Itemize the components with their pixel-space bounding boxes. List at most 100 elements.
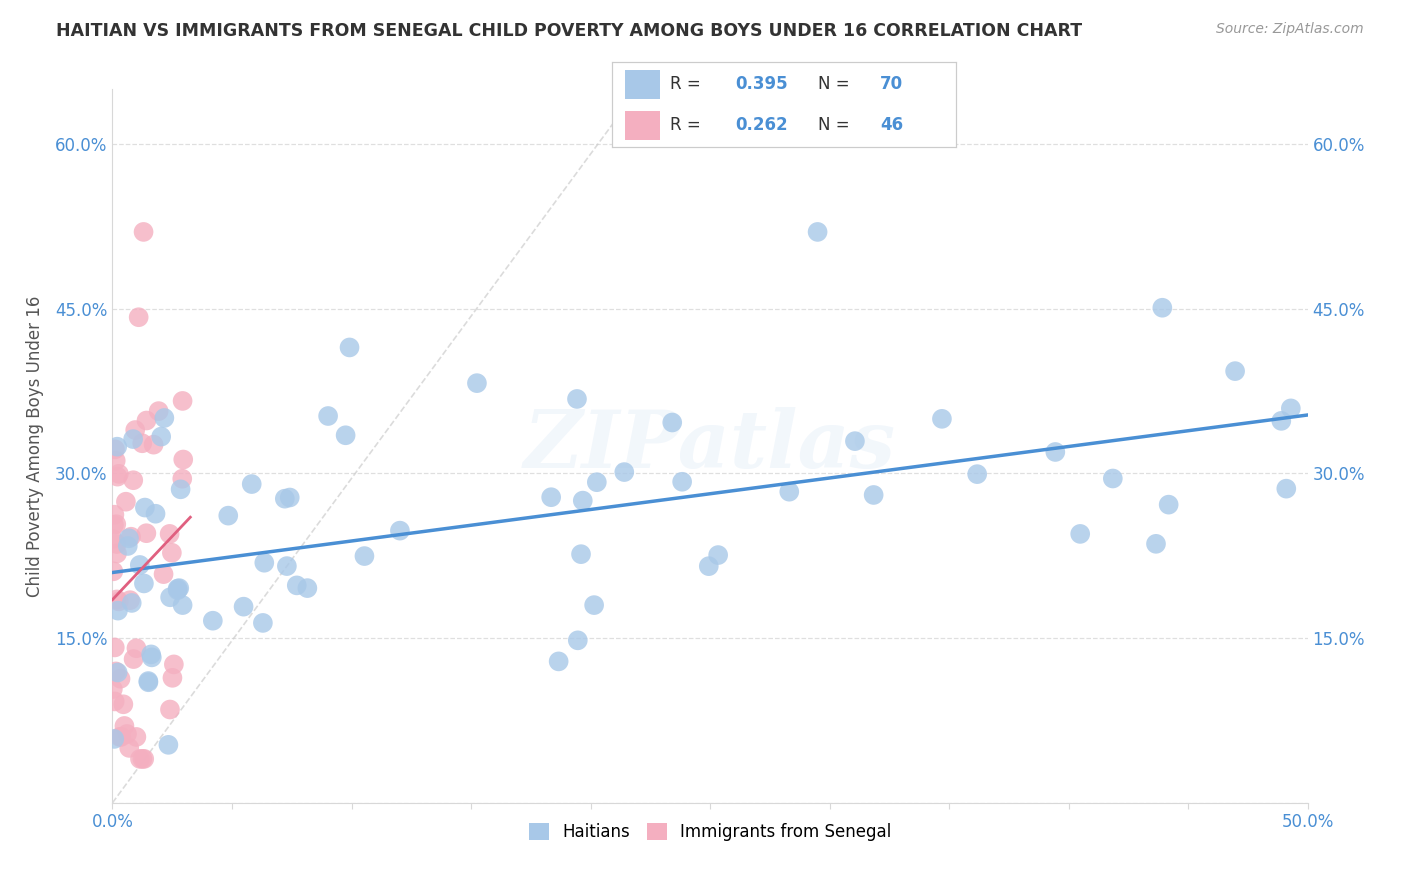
Point <box>107 604 129 618</box>
Point <box>121 596 143 610</box>
Point <box>166 583 188 598</box>
Point <box>105 537 128 551</box>
Point <box>107 469 129 483</box>
Point <box>1069 527 1091 541</box>
Point <box>101 532 124 546</box>
Point <box>201 614 224 628</box>
Point <box>103 508 125 522</box>
Point <box>131 752 153 766</box>
Point <box>172 472 194 486</box>
Point <box>115 494 138 508</box>
Point <box>278 491 301 505</box>
Point <box>172 452 194 467</box>
Point <box>122 473 145 487</box>
Point <box>1275 482 1298 496</box>
Point <box>138 675 160 690</box>
Point <box>104 453 127 467</box>
Point <box>966 467 988 482</box>
Point <box>172 393 194 408</box>
Point <box>142 437 165 451</box>
Point <box>844 434 866 449</box>
Point <box>1152 301 1174 315</box>
Text: R =: R = <box>671 76 706 94</box>
Point <box>547 654 569 668</box>
Point <box>115 727 138 741</box>
Point <box>118 531 141 545</box>
Point <box>585 475 607 490</box>
Point <box>167 581 190 595</box>
Point <box>145 507 167 521</box>
Point <box>240 477 263 491</box>
Point <box>297 581 319 595</box>
Point <box>316 409 339 423</box>
Point <box>150 429 173 443</box>
Y-axis label: Child Poverty Among Boys Under 16: Child Poverty Among Boys Under 16 <box>25 295 44 597</box>
Point <box>105 440 128 454</box>
Point <box>131 436 153 450</box>
Point <box>105 517 128 532</box>
Point <box>101 681 124 696</box>
Point <box>128 310 150 325</box>
Point <box>135 413 157 427</box>
Point <box>135 526 157 541</box>
Point <box>112 698 135 712</box>
Point <box>134 500 156 515</box>
Text: N =: N = <box>818 116 855 134</box>
Point <box>169 483 191 497</box>
Point <box>613 465 636 479</box>
Point <box>1279 401 1302 416</box>
Point <box>139 648 162 662</box>
Point <box>253 556 276 570</box>
Point <box>153 411 176 425</box>
Point <box>103 731 125 746</box>
Point <box>274 491 297 506</box>
Point <box>862 488 884 502</box>
Point <box>103 564 125 578</box>
Point <box>276 559 298 574</box>
Point <box>162 671 184 685</box>
Point <box>120 530 142 544</box>
Point <box>157 738 180 752</box>
Point <box>697 559 720 574</box>
Point <box>128 558 150 572</box>
Point <box>125 730 148 744</box>
FancyBboxPatch shape <box>626 70 659 99</box>
Point <box>110 672 132 686</box>
Text: R =: R = <box>671 116 706 134</box>
Point <box>132 225 155 239</box>
Point <box>252 615 274 630</box>
Point <box>1223 364 1246 378</box>
Point <box>122 432 145 446</box>
Point <box>1270 414 1292 428</box>
Point <box>103 517 125 532</box>
Point <box>353 549 375 563</box>
Point <box>104 640 127 655</box>
Text: HAITIAN VS IMMIGRANTS FROM SENEGAL CHILD POVERTY AMONG BOYS UNDER 16 CORRELATION: HAITIAN VS IMMIGRANTS FROM SENEGAL CHILD… <box>56 22 1083 40</box>
Point <box>339 341 361 355</box>
Point <box>465 376 488 391</box>
Point <box>565 392 588 406</box>
Point <box>1101 471 1123 485</box>
Point <box>778 484 800 499</box>
Point <box>129 752 152 766</box>
Point <box>136 673 159 688</box>
Point <box>335 428 357 442</box>
Text: 46: 46 <box>880 116 904 134</box>
Point <box>117 539 139 553</box>
Point <box>571 493 593 508</box>
Point <box>1144 537 1167 551</box>
Point <box>159 702 181 716</box>
Point <box>141 650 163 665</box>
Point <box>172 598 194 612</box>
Point <box>1045 445 1067 459</box>
Legend: Haitians, Immigrants from Senegal: Haitians, Immigrants from Senegal <box>522 816 898 848</box>
Point <box>114 719 135 733</box>
Point <box>931 412 953 426</box>
Point <box>122 652 145 666</box>
Point <box>125 641 148 656</box>
Point <box>166 582 188 596</box>
Point <box>118 593 141 607</box>
Point <box>1157 498 1180 512</box>
Text: Source: ZipAtlas.com: Source: ZipAtlas.com <box>1216 22 1364 37</box>
Point <box>540 490 562 504</box>
